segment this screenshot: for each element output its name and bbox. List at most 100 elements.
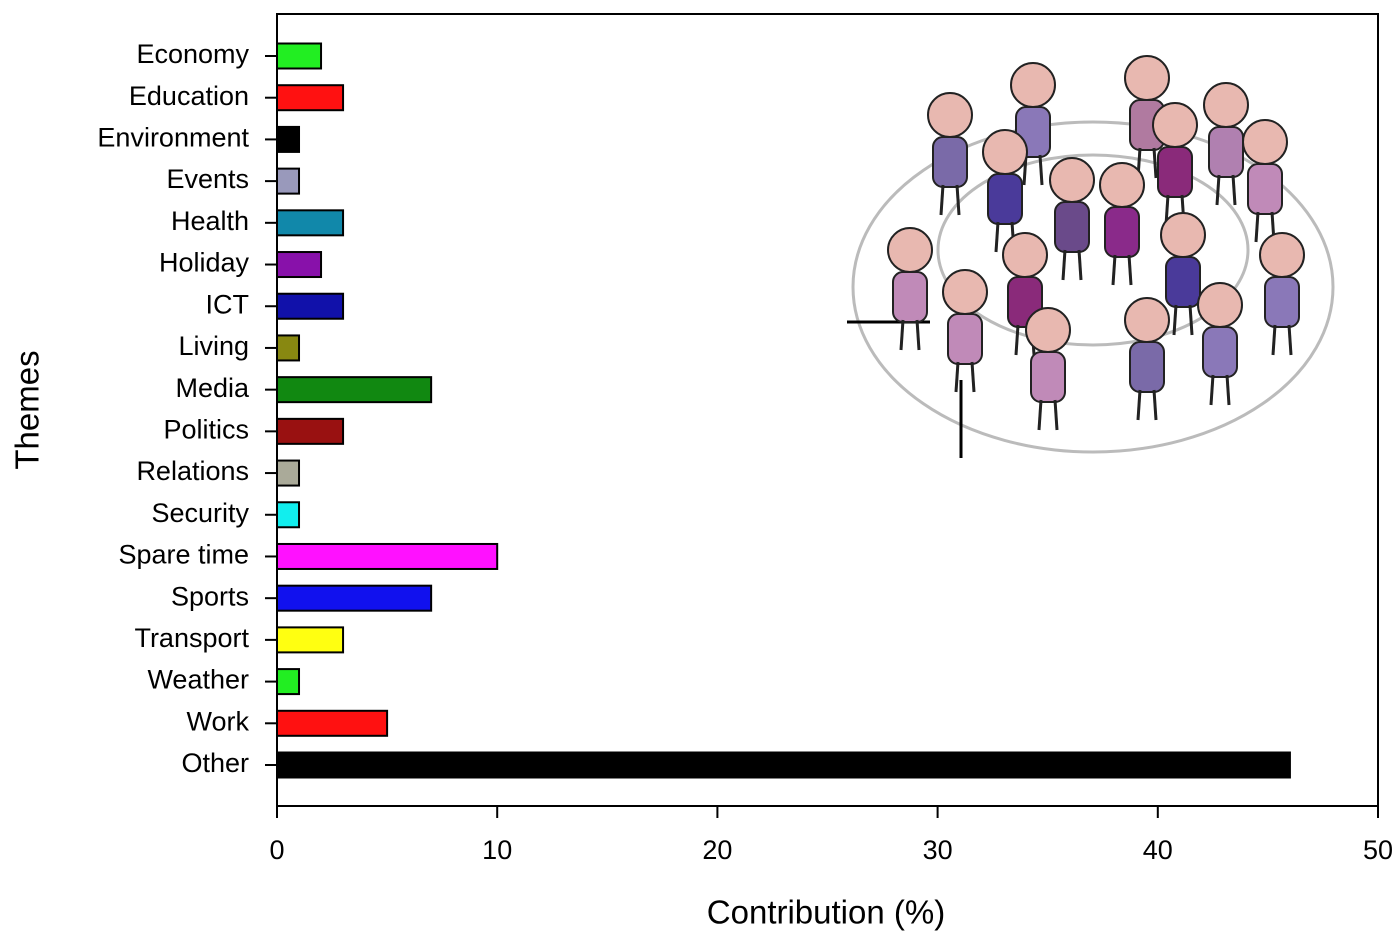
bar (276, 125, 301, 153)
y-tick-label: Spare time (118, 540, 249, 570)
y-tick-label: ICT (206, 289, 250, 319)
bar (276, 84, 345, 112)
x-tick-label: 50 (1363, 835, 1393, 865)
x-tick-label: 0 (269, 835, 284, 865)
y-tick-label: Work (186, 706, 249, 736)
person-leg (1225, 374, 1231, 406)
person-body (892, 271, 928, 323)
y-tick-label: Politics (163, 414, 249, 444)
y-tick-label: Media (175, 373, 250, 403)
person-head (1049, 157, 1095, 203)
person-leg (915, 319, 921, 351)
person-leg (939, 184, 945, 216)
person-head (1099, 162, 1145, 208)
person-body (1157, 146, 1193, 198)
person-head (1025, 307, 1071, 353)
y-tick-label: Weather (147, 665, 249, 695)
person-leg (1111, 254, 1117, 286)
person-head (1124, 297, 1170, 343)
person-body (1030, 351, 1066, 403)
person-head (1152, 102, 1198, 148)
person-leg (1271, 324, 1277, 356)
bar (276, 251, 323, 279)
bar (276, 167, 301, 195)
person-head (1259, 232, 1305, 278)
person-leg (1077, 249, 1083, 281)
x-tick-label: 40 (1143, 835, 1173, 865)
y-tick-label: Economy (136, 39, 249, 69)
bar (276, 334, 301, 362)
person-leg (1231, 174, 1237, 206)
y-tick-label: Sports (171, 581, 249, 611)
bar (276, 584, 433, 612)
person-head (942, 269, 988, 315)
bar (276, 626, 345, 654)
person-head (1197, 282, 1243, 328)
x-tick-label: 10 (482, 835, 512, 865)
bar (276, 751, 1291, 779)
person-leg (1152, 147, 1158, 179)
y-axis-label: Themes (9, 350, 46, 469)
y-tick-label: Transport (134, 623, 249, 653)
bar (276, 542, 499, 570)
person-head (1002, 232, 1048, 278)
person-body (1104, 206, 1140, 258)
y-tick-label: Other (181, 748, 249, 778)
person-body (1247, 163, 1283, 215)
person-body (1264, 276, 1300, 328)
person-leg (1136, 389, 1142, 421)
person-head (887, 227, 933, 273)
person-head (1010, 62, 1056, 108)
y-tick-label: Security (151, 498, 249, 528)
person-leg (1061, 249, 1067, 281)
person-leg (1037, 399, 1043, 431)
bar (276, 501, 301, 529)
bar (276, 417, 345, 445)
person-leg (899, 319, 905, 351)
bar (276, 459, 301, 487)
person-body (932, 136, 968, 188)
person-body (1208, 126, 1244, 178)
person-body (1054, 201, 1090, 253)
y-tick-label: Living (178, 331, 249, 361)
person-body (1165, 256, 1201, 308)
bar (276, 709, 389, 737)
people-illustration (847, 55, 1335, 458)
plot-frame (276, 13, 1379, 807)
y-tick-label: Relations (136, 456, 249, 486)
person-leg (994, 221, 1000, 253)
person-leg (955, 184, 961, 216)
person-leg (1127, 254, 1133, 286)
y-tick-label: Events (166, 164, 249, 194)
person-leg (1152, 389, 1158, 421)
person-leg (970, 361, 976, 393)
person-head (1203, 82, 1249, 128)
ring (936, 153, 1250, 347)
person-head (927, 92, 973, 138)
ring (851, 120, 1335, 454)
y-tick-label: Education (129, 81, 249, 111)
bar (276, 292, 345, 320)
person-head (1124, 55, 1170, 101)
x-axis-label: Contribution (%) (707, 894, 945, 931)
person-leg (1287, 324, 1293, 356)
person-leg (1014, 324, 1020, 356)
person-leg (1038, 154, 1044, 186)
x-tick-label: 30 (923, 835, 953, 865)
y-tick-label: Health (171, 206, 249, 236)
bar (276, 668, 301, 696)
person-head (982, 129, 1028, 175)
person-body (1202, 326, 1238, 378)
x-tick-label: 20 (702, 835, 732, 865)
person-leg (954, 361, 960, 393)
bar (276, 209, 345, 237)
person-body (1129, 341, 1165, 393)
person-leg (1053, 399, 1059, 431)
bar (276, 376, 433, 404)
bar (276, 42, 323, 70)
person-body (987, 173, 1023, 225)
person-leg (1188, 304, 1194, 336)
person-leg (1172, 304, 1178, 336)
person-head (1242, 119, 1288, 165)
